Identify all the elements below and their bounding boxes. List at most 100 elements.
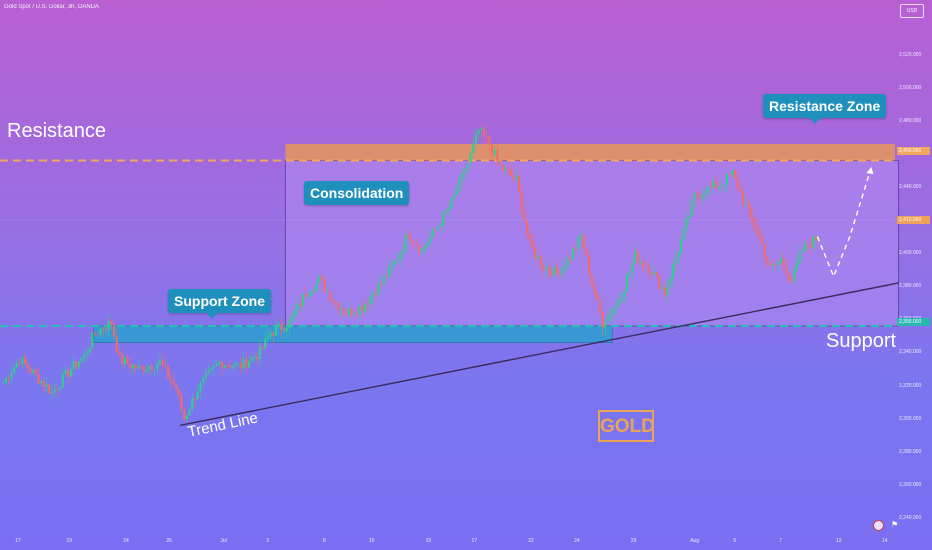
candle-body <box>199 382 202 392</box>
candle-body <box>690 200 693 216</box>
flag-icon[interactable]: ⚑ <box>891 520 899 529</box>
candle-body <box>658 274 661 290</box>
candle-body <box>369 296 372 305</box>
candle-body <box>599 298 602 312</box>
candle-body <box>299 303 302 306</box>
gold-symbol-box: GOLD <box>598 410 655 442</box>
candle-body <box>631 263 634 272</box>
candle-body <box>620 297 623 302</box>
candle-body <box>512 175 515 179</box>
candle-body <box>307 295 310 297</box>
resistance-label: Resistance <box>7 120 106 142</box>
candle-body <box>269 332 272 337</box>
candle-body <box>374 293 377 296</box>
candle-body <box>485 135 488 137</box>
candle-body <box>261 346 264 349</box>
candle-body <box>185 415 188 420</box>
candle-body <box>150 366 153 370</box>
settings-icon[interactable] <box>873 520 884 531</box>
support-zone-callout-text: Support Zone <box>174 293 265 309</box>
candle-body <box>491 144 494 155</box>
candle-body <box>169 377 172 381</box>
candle-body <box>779 258 782 262</box>
candle-body <box>188 409 191 416</box>
candle-body <box>639 261 642 264</box>
x-tick-label: 17 <box>471 538 478 544</box>
y-tick-label: 2,520.000 <box>899 51 922 58</box>
candle-body <box>742 192 745 205</box>
candle-body <box>415 243 418 246</box>
candle-body <box>380 283 383 285</box>
candle-body <box>539 256 542 267</box>
candle-body <box>418 245 421 253</box>
x-tick-label: 17 <box>15 538 21 544</box>
candle-body <box>574 248 577 250</box>
currency-badge[interactable]: USD <box>900 4 924 18</box>
candle-body <box>466 163 469 172</box>
candle-body <box>272 332 275 336</box>
candle-body <box>647 266 650 273</box>
candle-body <box>94 332 97 334</box>
x-tick-label: 10 <box>368 538 375 544</box>
candle-body <box>518 175 521 192</box>
x-tick-label: 7 <box>779 538 783 544</box>
candle-body <box>717 186 720 189</box>
y-tick-label: 2,480.000 <box>899 117 922 124</box>
candle-body <box>566 257 569 267</box>
candle-body <box>612 308 615 314</box>
candle-body <box>285 328 288 332</box>
candle-body <box>102 328 105 330</box>
candle-body <box>167 365 170 378</box>
candle-body <box>553 266 556 276</box>
candle-body <box>666 286 669 296</box>
candle-body <box>7 377 10 380</box>
candle-body <box>366 303 369 305</box>
y-tick-label: 2,280.000 <box>899 448 922 455</box>
x-tick-label: 24 <box>123 538 129 544</box>
candle-body <box>288 320 291 329</box>
candle-body <box>26 363 29 369</box>
candle-body <box>142 366 145 372</box>
candle-body <box>361 305 364 311</box>
candle-body <box>320 275 323 280</box>
candle-body <box>210 368 213 371</box>
candle-body <box>385 276 388 278</box>
candle-body <box>763 244 766 258</box>
candle-body <box>636 251 639 264</box>
candle-body <box>528 233 531 241</box>
candle-body <box>207 370 210 374</box>
candle-body <box>67 370 70 377</box>
y-tick-label: 2,380.000 <box>899 283 922 290</box>
candle-body <box>177 389 180 395</box>
y-tick-label: 2,320.000 <box>899 382 922 389</box>
candle-body <box>801 250 804 253</box>
candle-body <box>420 248 423 253</box>
candle-body <box>75 361 78 368</box>
candle-body <box>545 267 548 270</box>
candle-body <box>555 266 558 273</box>
y-tick-label: 2,500.000 <box>899 84 922 91</box>
candle-body <box>806 243 809 247</box>
candle-body <box>237 362 240 364</box>
candle-body <box>347 308 350 316</box>
candle-body <box>2 382 5 384</box>
candle-body <box>377 283 380 296</box>
candle-body <box>696 193 699 197</box>
candle-body <box>15 362 18 368</box>
candle-body <box>596 293 599 299</box>
candle-body <box>609 313 612 316</box>
resistance-zone-callout-text: Resistance Zone <box>769 98 881 114</box>
candle-body <box>32 369 35 373</box>
candle-body <box>580 235 583 237</box>
candle-body <box>69 369 72 377</box>
candle-body <box>542 266 545 270</box>
candle-body <box>72 361 75 370</box>
candle-body <box>477 130 480 135</box>
candle-body <box>815 236 818 241</box>
candle-body <box>761 235 764 245</box>
candle-body <box>96 333 99 335</box>
candle-body <box>304 294 307 297</box>
y-tick-label: 2,440.000 <box>899 183 922 190</box>
trend-line <box>180 282 899 426</box>
